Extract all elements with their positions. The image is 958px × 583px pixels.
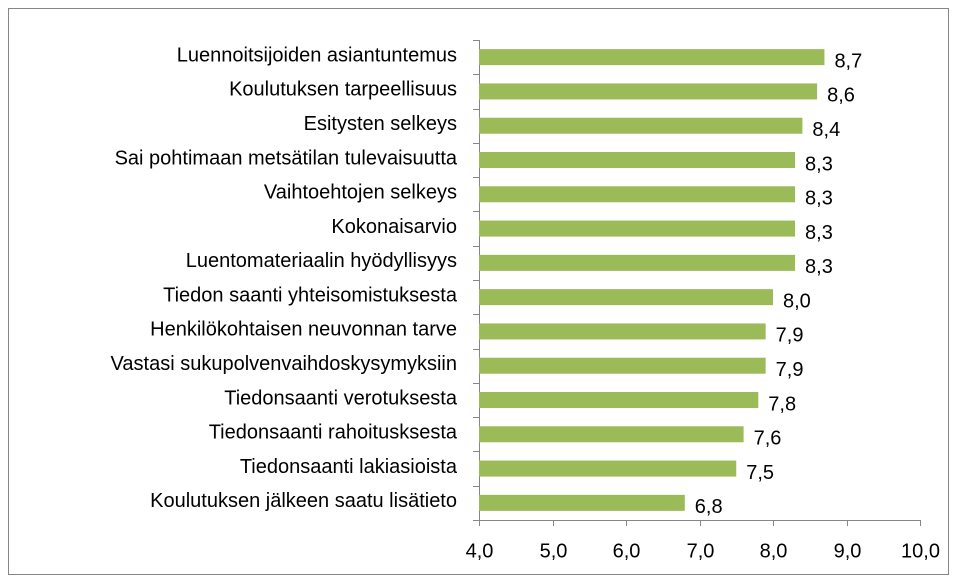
data-label: 8,3 xyxy=(805,153,833,175)
y-tick-label: Tiedon saanti yhteisomistuksesta xyxy=(163,284,458,306)
bar xyxy=(479,426,744,443)
y-tick-label: Esitysten selkeys xyxy=(304,113,457,135)
bar xyxy=(479,117,803,134)
data-label: 7,8 xyxy=(768,393,796,415)
data-label: 7,5 xyxy=(746,462,774,484)
data-label: 6,8 xyxy=(695,496,723,518)
y-tick-label: Kokonaisarvio xyxy=(331,216,457,238)
data-label: 8,6 xyxy=(827,85,855,107)
bar xyxy=(479,460,737,477)
y-tick-label: Luennoitsijoiden asiantuntemus xyxy=(177,44,457,66)
x-tick-label: 5,0 xyxy=(540,540,568,562)
y-tick-label: Koulutuksen tarpeellisuus xyxy=(229,79,457,101)
y-tick-label: Sai pohtimaan metsätilan tulevaisuutta xyxy=(115,147,458,169)
bar xyxy=(479,254,796,271)
x-tick-label: 6,0 xyxy=(613,540,641,562)
x-tick-label: 4,0 xyxy=(466,540,494,562)
bar xyxy=(479,83,818,100)
bar xyxy=(479,357,766,374)
data-label: 7,9 xyxy=(776,325,804,347)
x-tick-label: 9,0 xyxy=(834,540,862,562)
data-label: 8,4 xyxy=(812,119,840,141)
bar xyxy=(479,289,773,306)
y-tick-label: Vastasi sukupolvenvaihdoskysymyksiin xyxy=(111,353,457,375)
data-label: 8,3 xyxy=(805,222,833,244)
bar xyxy=(479,494,685,511)
y-tick-label: Koulutuksen jälkeen saatu lisätieto xyxy=(150,490,457,512)
y-tick-label: Henkilökohtaisen neuvonnan tarve xyxy=(150,319,457,341)
y-tick-label: Tiedonsaanti verotuksesta xyxy=(224,387,458,409)
data-label: 8,3 xyxy=(805,256,833,278)
bar xyxy=(479,392,759,408)
data-label: 7,9 xyxy=(776,359,804,381)
x-tick-label: 8,0 xyxy=(760,540,788,562)
data-label: 8,3 xyxy=(805,188,833,210)
data-label: 7,6 xyxy=(754,428,782,450)
data-label: 8,0 xyxy=(783,290,811,312)
bar xyxy=(479,186,796,203)
bar xyxy=(479,49,825,66)
x-tick-label: 10,0 xyxy=(901,540,940,562)
x-tick-label: 7,0 xyxy=(687,540,715,562)
data-label: 8,7 xyxy=(834,50,862,72)
bar xyxy=(479,323,766,340)
chart-frame xyxy=(8,8,949,575)
bar xyxy=(479,220,796,237)
y-tick-label: Vaihtoehtojen selkeys xyxy=(264,182,457,204)
bar xyxy=(479,152,796,168)
y-tick-label: Tiedonsaanti lakiasioista xyxy=(240,456,458,478)
y-tick-label: Tiedonsaanti rahoitusksesta xyxy=(209,422,458,444)
y-tick-label: Luentomateriaalin hyödyllisyys xyxy=(186,250,457,272)
